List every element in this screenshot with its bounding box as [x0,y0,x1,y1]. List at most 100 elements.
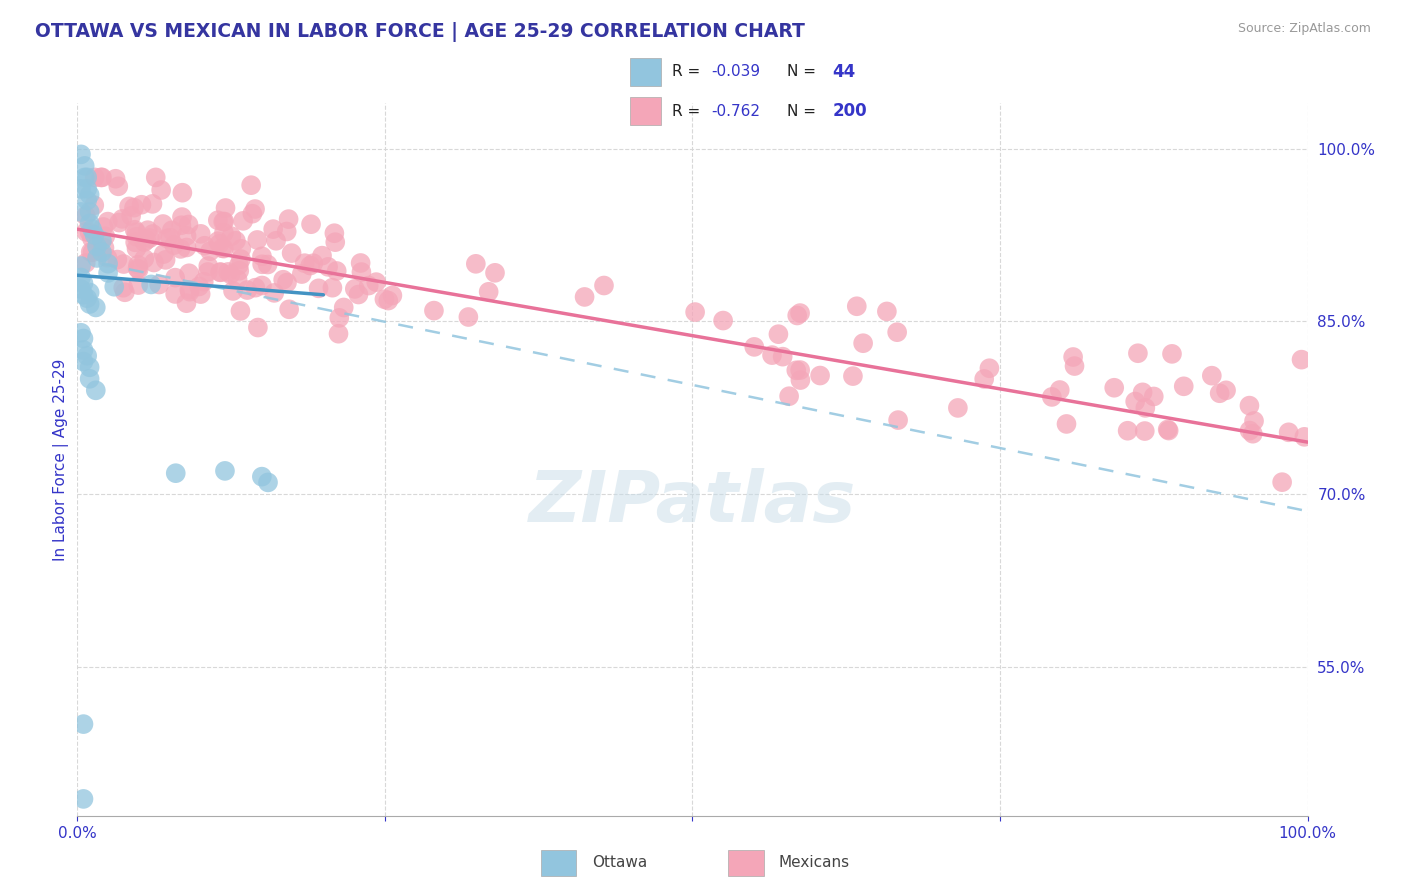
Point [343,282,366,296]
Point [72,792,94,806]
Point [1063,359,1085,373]
Point [876,304,898,318]
Point [457,310,479,324]
Point [160,223,183,237]
Point [198,244,221,259]
Point [165,270,187,285]
Point [219,267,242,281]
Point [82,222,104,236]
Point [250,257,273,271]
Point [1157,424,1180,438]
Point [211,241,233,255]
Point [221,229,243,244]
Point [222,284,245,298]
Point [264,234,287,248]
Point [1291,352,1313,367]
Point [118,199,141,213]
Point [1133,424,1156,438]
Text: ZIPatlas: ZIPatlas [529,467,856,537]
Text: 44: 44 [832,62,856,81]
Point [761,348,783,362]
Point [278,302,301,317]
Point [83,198,105,212]
Point [177,218,200,232]
Point [842,369,865,384]
Point [373,292,395,306]
Point [90,234,114,248]
Point [328,326,350,341]
Point [114,285,136,300]
Point [212,242,235,256]
Point [83,170,105,185]
Point [193,275,215,289]
Text: N =: N = [787,103,821,119]
Point [177,266,200,280]
Point [170,210,193,224]
Point [299,259,322,273]
Point [250,278,273,293]
Point [159,231,181,245]
Point [76,182,98,196]
Point [217,265,239,279]
Point [125,229,148,244]
Point [325,264,347,278]
Point [108,216,131,230]
Point [72,717,94,731]
Point [328,310,350,325]
Text: R =: R = [672,64,706,79]
Point [1135,401,1157,415]
Point [127,278,149,293]
Point [311,249,333,263]
Point [236,283,259,297]
Bar [728,850,763,876]
Point [852,336,875,351]
Point [214,214,236,228]
Point [1123,394,1146,409]
Point [141,197,163,211]
Point [72,332,94,346]
Point [194,238,217,252]
Point [256,258,278,272]
Point [1294,430,1316,444]
Point [79,360,101,375]
Point [152,247,174,261]
Point [1049,383,1071,397]
Point [86,239,108,253]
Point [172,186,194,200]
Point [148,277,170,292]
Point [332,301,354,315]
Point [323,226,346,240]
Point [257,475,280,490]
Point [207,234,229,248]
Point [155,252,177,267]
Point [423,303,446,318]
Point [789,373,811,387]
Point [1102,381,1125,395]
Point [127,261,149,276]
Point [190,227,212,241]
Point [70,282,93,296]
Point [165,466,187,480]
Point [1215,384,1237,398]
Text: Ottawa: Ottawa [592,855,647,870]
Bar [541,850,576,876]
Point [76,291,98,305]
Point [72,277,94,291]
Point [209,265,232,279]
Point [190,287,212,301]
Point [90,245,114,260]
Point [91,170,114,185]
Text: Source: ZipAtlas.com: Source: ZipAtlas.com [1237,22,1371,36]
Point [150,183,173,197]
Point [97,266,120,280]
Point [1157,422,1180,436]
Text: N =: N = [787,64,821,79]
Point [197,265,219,279]
Point [214,464,236,478]
Point [214,201,236,215]
Point [683,305,706,319]
Point [79,226,101,240]
Point [772,350,794,364]
Text: 200: 200 [832,102,868,120]
Point [75,256,97,270]
